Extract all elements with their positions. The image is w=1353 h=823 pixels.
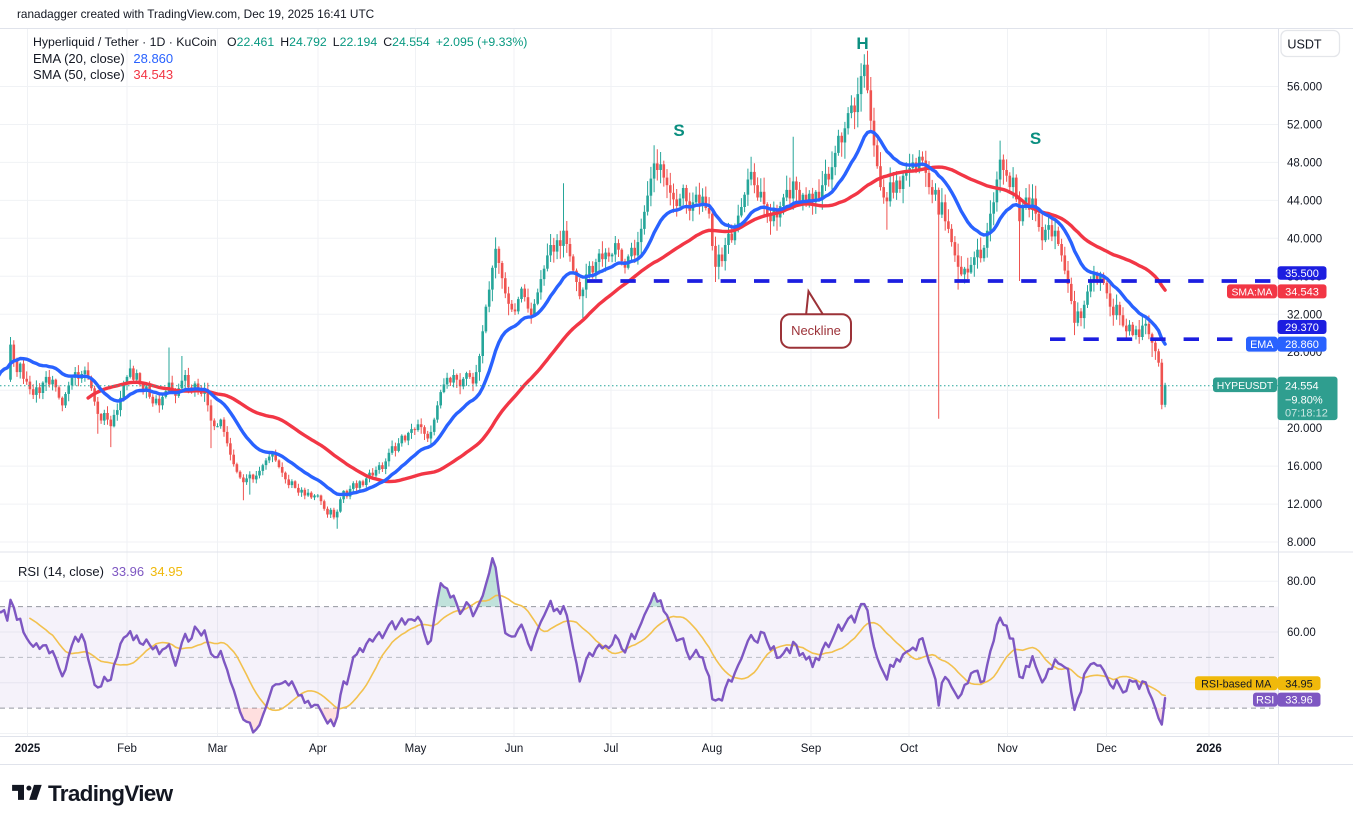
svg-text:24.554: 24.554 bbox=[1285, 381, 1319, 393]
svg-text:Jun: Jun bbox=[505, 743, 524, 755]
svg-text:33.96: 33.96 bbox=[1285, 695, 1313, 707]
svg-text:48.000: 48.000 bbox=[1287, 157, 1322, 169]
svg-text:EMA: EMA bbox=[1250, 339, 1274, 351]
svg-text:8.000: 8.000 bbox=[1287, 537, 1316, 549]
svg-text:56.000: 56.000 bbox=[1287, 82, 1322, 94]
svg-text:HYPEUSDT: HYPEUSDT bbox=[1217, 381, 1274, 392]
svg-text:44.000: 44.000 bbox=[1287, 195, 1322, 207]
svg-text:−9.80%: −9.80% bbox=[1285, 395, 1323, 407]
svg-text:Sep: Sep bbox=[801, 743, 821, 755]
svg-text:16.000: 16.000 bbox=[1287, 461, 1322, 473]
svg-text:28.860: 28.860 bbox=[1285, 339, 1319, 351]
svg-text:Neckline: Neckline bbox=[791, 323, 841, 338]
svg-text:SMA:MA: SMA:MA bbox=[1232, 287, 1273, 298]
svg-text:32.000: 32.000 bbox=[1287, 309, 1322, 321]
svg-text:Feb: Feb bbox=[117, 743, 137, 755]
svg-text:Aug: Aug bbox=[702, 743, 722, 755]
svg-text:60.00: 60.00 bbox=[1287, 627, 1316, 639]
svg-text:SMA (50, close) 34.543: SMA (50, close) 34.543 bbox=[33, 67, 173, 82]
svg-text:RSI: RSI bbox=[1256, 695, 1274, 707]
svg-text:S: S bbox=[673, 121, 684, 140]
svg-text:Nov: Nov bbox=[997, 743, 1018, 755]
svg-text:May: May bbox=[405, 743, 427, 755]
svg-text:Mar: Mar bbox=[208, 743, 228, 755]
svg-text:34.543: 34.543 bbox=[1285, 286, 1319, 298]
svg-text:USDT: USDT bbox=[1287, 38, 1322, 52]
svg-text:Apr: Apr bbox=[309, 743, 327, 755]
svg-text:80.00: 80.00 bbox=[1287, 576, 1316, 588]
svg-text:12.000: 12.000 bbox=[1287, 499, 1322, 511]
svg-text:35.500: 35.500 bbox=[1285, 268, 1319, 280]
svg-text:H: H bbox=[856, 34, 868, 53]
svg-text:29.370: 29.370 bbox=[1285, 322, 1319, 334]
svg-text:Jul: Jul bbox=[604, 743, 619, 755]
svg-text:Dec: Dec bbox=[1096, 743, 1117, 755]
svg-text:EMA (20, close) 28.860: EMA (20, close) 28.860 bbox=[33, 51, 173, 66]
svg-text:2025: 2025 bbox=[15, 743, 41, 755]
svg-text:40.000: 40.000 bbox=[1287, 233, 1322, 245]
svg-text:TradingView: TradingView bbox=[48, 781, 174, 806]
svg-text:20.000: 20.000 bbox=[1287, 423, 1322, 435]
svg-text:ranadagger created with Tradin: ranadagger created with TradingView.com,… bbox=[17, 7, 375, 21]
svg-text:RSI-based MA: RSI-based MA bbox=[1201, 678, 1272, 690]
svg-text:34.95: 34.95 bbox=[1285, 678, 1313, 690]
svg-text:2026: 2026 bbox=[1196, 743, 1222, 755]
svg-text:52.000: 52.000 bbox=[1287, 120, 1322, 132]
svg-text:07:18:12: 07:18:12 bbox=[1285, 408, 1328, 420]
svg-text:S: S bbox=[1030, 129, 1041, 148]
svg-text:Hyperliquid / Tether · 1D · Ku: Hyperliquid / Tether · 1D · KuCoin O22.4… bbox=[33, 35, 527, 49]
svg-text:Oct: Oct bbox=[900, 743, 919, 755]
